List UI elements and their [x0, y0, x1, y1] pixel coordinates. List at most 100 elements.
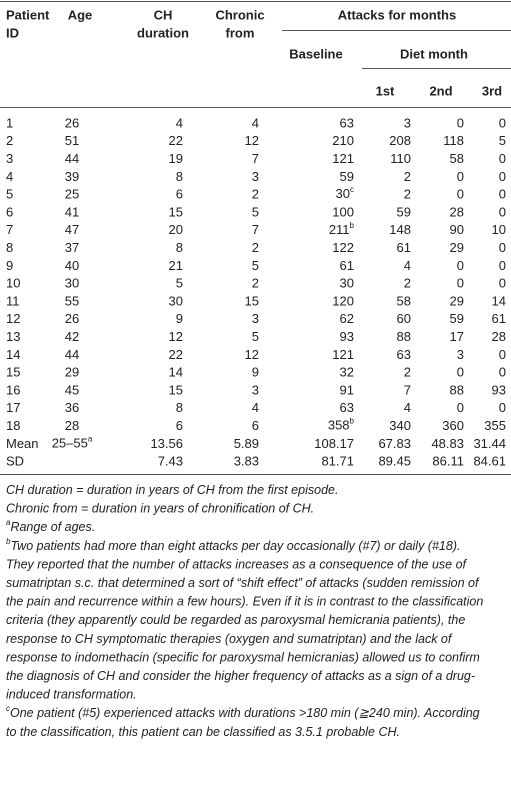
cell: 3: [252, 382, 259, 397]
cell: 32: [340, 365, 354, 380]
cell: 67.83: [378, 436, 411, 451]
footnote: aRange of ages.: [6, 518, 95, 534]
cell: Mean: [6, 436, 39, 451]
cell: 8: [176, 169, 183, 184]
cell: 21: [169, 258, 183, 273]
footnote-text: the diagnosis of CH and consider the hig…: [6, 669, 475, 683]
cell: 7: [252, 222, 259, 237]
footnote-text: response to CH symptomatic therapies (ox…: [6, 632, 453, 646]
cell: 121: [332, 151, 354, 166]
header-cell: Baseline: [289, 46, 342, 61]
cell: 0: [457, 276, 464, 291]
cell: 3: [457, 347, 464, 362]
cell: 0: [499, 169, 506, 184]
footnote-text: to the classification, this patient can …: [6, 725, 400, 739]
cell: 29: [65, 365, 79, 380]
cell: 355: [484, 418, 506, 433]
cell: 58: [450, 151, 464, 166]
footnote-text: Two patients had more than eight attacks…: [10, 539, 460, 553]
cell: 84.61: [473, 454, 506, 469]
header-cell: 3rd: [482, 83, 502, 98]
header-cell: Attacks for months: [338, 7, 456, 22]
header-cell: Chronic: [215, 7, 264, 22]
cell: 0: [499, 347, 506, 362]
cell: 51: [65, 133, 79, 148]
cell: 88: [450, 382, 464, 397]
cell: 340: [389, 418, 411, 433]
cell: 63: [340, 400, 354, 415]
cell: 29: [450, 293, 464, 308]
cell: 15: [245, 293, 259, 308]
cell: 5: [252, 204, 259, 219]
footnote-text: induced transformation.: [6, 688, 137, 702]
cell: 8: [176, 400, 183, 415]
footnote-marker: a: [88, 435, 93, 444]
cell: 0: [457, 169, 464, 184]
cell: 28: [450, 204, 464, 219]
cell-value: 211: [329, 222, 350, 237]
cell: 358b: [328, 417, 355, 433]
cell: 9: [176, 311, 183, 326]
cell: 20: [169, 222, 183, 237]
cell: 18: [6, 418, 20, 433]
cell: 120: [332, 293, 354, 308]
cell: 2: [404, 365, 411, 380]
cell: 29: [450, 240, 464, 255]
cell: 44: [65, 347, 79, 362]
cell: 93: [492, 382, 506, 397]
cell: 0: [499, 400, 506, 415]
cell: 14: [169, 365, 183, 380]
cell: 14: [492, 293, 506, 308]
cell: 211b: [329, 221, 355, 237]
cell: 3: [404, 115, 411, 130]
cell: 4: [6, 169, 13, 184]
header-cell: from: [226, 25, 255, 40]
footnote-marker: b: [350, 417, 355, 426]
footnote-marker: c: [6, 704, 10, 713]
cell: 118: [443, 133, 464, 148]
cell: 122: [332, 240, 354, 255]
footnote: Chronic from = duration in years of chro…: [6, 502, 314, 516]
cell: 10: [492, 222, 506, 237]
cell: 30: [340, 276, 354, 291]
cell: 28: [65, 418, 79, 433]
cell: 9: [6, 258, 13, 273]
cell: 36: [65, 400, 79, 415]
cell: 62: [340, 311, 354, 326]
cell: 3: [252, 311, 259, 326]
cell: 39: [65, 169, 79, 184]
header-cell: 2nd: [429, 83, 452, 98]
cell: 0: [457, 365, 464, 380]
cell: 0: [499, 115, 506, 130]
cell: 58: [397, 293, 411, 308]
cell: 81.71: [321, 454, 354, 469]
cell-value: 25–55: [52, 436, 88, 451]
header-cell: CH: [154, 7, 173, 22]
cell: 121: [332, 347, 354, 362]
cell: 40: [65, 258, 79, 273]
cell: 0: [499, 151, 506, 166]
cell: 4: [404, 400, 411, 415]
footnote-marker: a: [6, 518, 11, 527]
cell: 8: [6, 240, 13, 255]
cell: 3: [6, 151, 13, 166]
footnote-text: They reported that the number of attacks…: [6, 558, 468, 572]
cell: 12: [169, 329, 183, 344]
cell: 31.44: [473, 436, 506, 451]
cell: 12: [6, 311, 20, 326]
cell: 22: [169, 133, 183, 148]
cell: 48.83: [431, 436, 464, 451]
cell: 19: [169, 151, 183, 166]
cell: 14: [6, 347, 20, 362]
cell: 61: [492, 311, 506, 326]
footnote: the diagnosis of CH and consider the hig…: [6, 669, 475, 683]
cell: 7: [404, 382, 411, 397]
cell: 12: [245, 133, 259, 148]
cell: 86.11: [432, 454, 464, 469]
cell: 2: [6, 133, 13, 148]
cell: 6: [176, 418, 183, 433]
cell: 41: [65, 204, 79, 219]
cell: 0: [457, 115, 464, 130]
cell: 0: [499, 240, 506, 255]
